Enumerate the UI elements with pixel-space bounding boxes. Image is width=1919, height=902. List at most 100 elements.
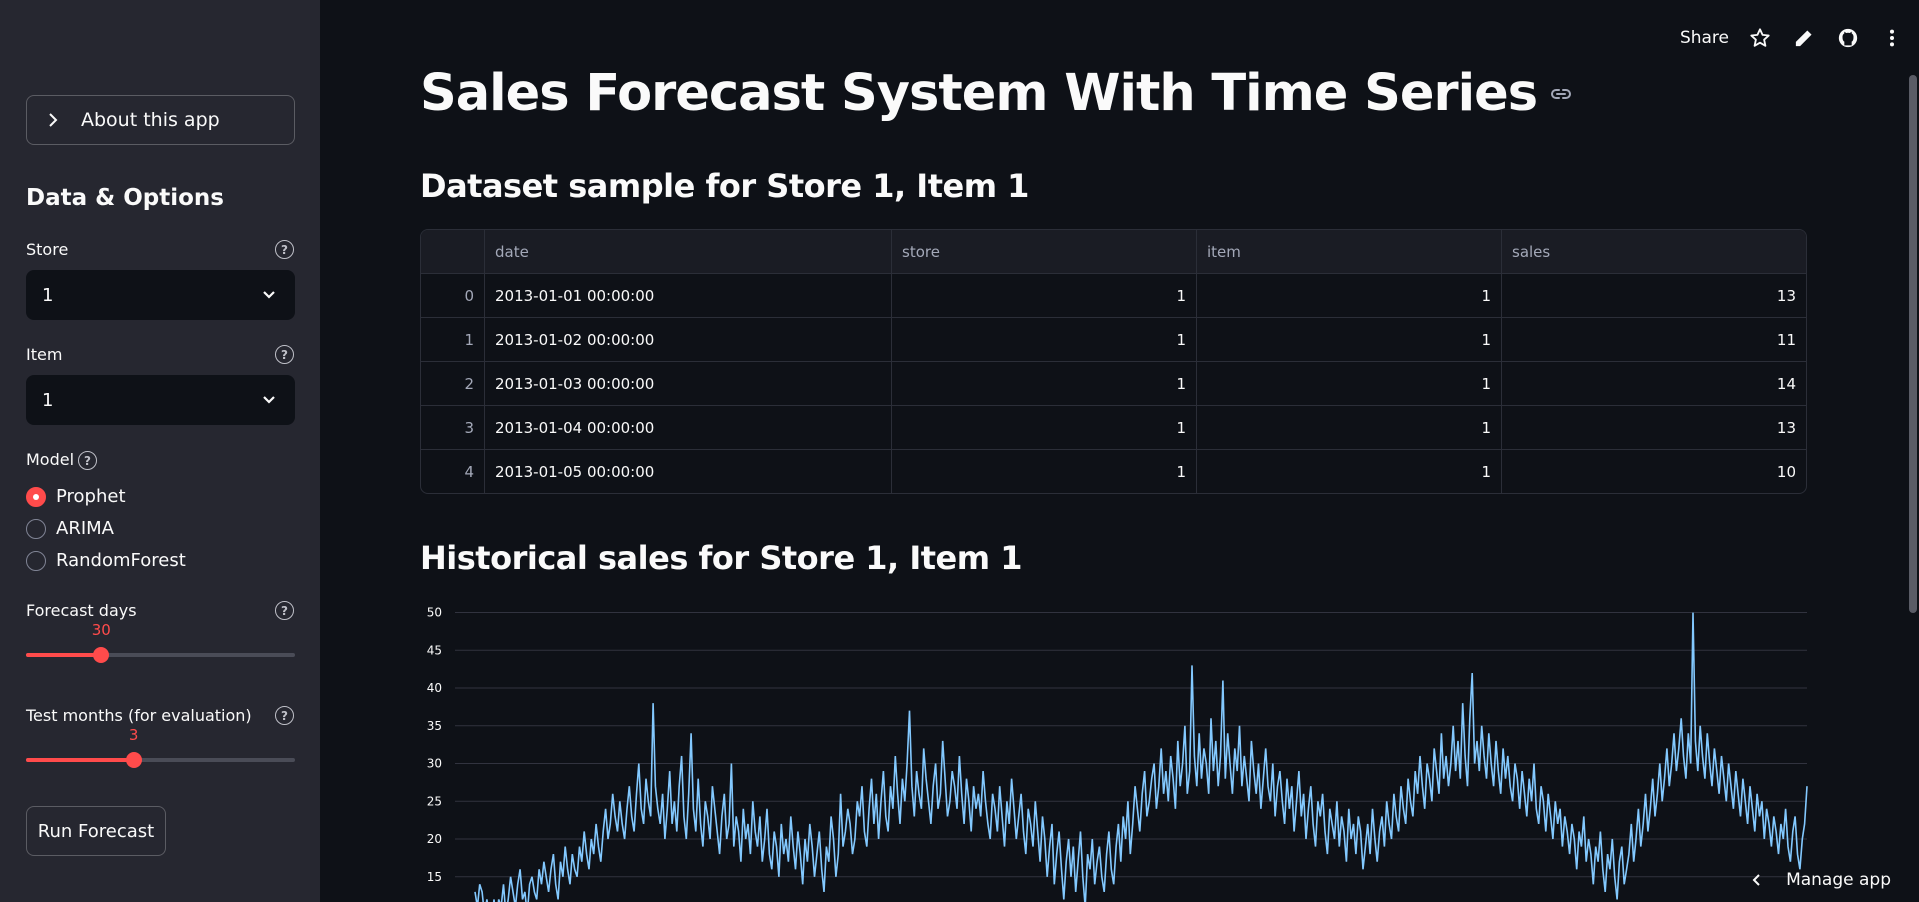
slider-track bbox=[26, 653, 295, 657]
slider-thumb[interactable] bbox=[125, 752, 142, 768]
about-app-expander[interactable]: About this app bbox=[26, 95, 295, 145]
radio-label: ARIMA bbox=[56, 518, 114, 539]
column-header[interactable]: store bbox=[892, 230, 1197, 273]
table-cell[interactable]: 1 bbox=[892, 274, 1197, 317]
table-row: 4 2013-01-05 00:00:00 1 1 10 bbox=[421, 450, 1806, 493]
slider-thumb[interactable] bbox=[93, 647, 110, 663]
row-index: 4 bbox=[421, 450, 485, 493]
y-tick-label: 20 bbox=[427, 832, 442, 846]
row-index: 2 bbox=[421, 362, 485, 405]
share-button[interactable]: Share bbox=[1679, 28, 1729, 48]
page-title-row: Sales Forecast System With Time Series bbox=[420, 64, 1573, 123]
item-help-icon[interactable]: ? bbox=[275, 345, 294, 364]
y-tick-label: 50 bbox=[427, 606, 442, 620]
table-row: 0 2013-01-01 00:00:00 1 1 13 bbox=[421, 274, 1806, 318]
table-cell[interactable]: 13 bbox=[1776, 418, 1796, 437]
table-cell[interactable]: 2013-01-05 00:00:00 bbox=[485, 450, 892, 493]
table-cell[interactable]: 11 bbox=[1776, 330, 1796, 349]
table-cell[interactable]: 1 bbox=[1197, 274, 1502, 317]
item-select[interactable]: 1 bbox=[26, 375, 295, 425]
header-toolbar: Share bbox=[1680, 24, 1905, 52]
column-header[interactable]: item bbox=[1197, 230, 1502, 273]
item-select-value: 1 bbox=[42, 389, 54, 411]
store-label: Store bbox=[26, 240, 69, 259]
table-row: 2 2013-01-03 00:00:00 1 1 14 bbox=[421, 362, 1806, 406]
table-cell[interactable]: 1 bbox=[892, 450, 1197, 493]
dataset-heading: Dataset sample for Store 1, Item 1 bbox=[420, 167, 1029, 205]
chevron-left-icon bbox=[1752, 874, 1760, 886]
star-icon[interactable] bbox=[1747, 25, 1773, 51]
table-cell[interactable]: 13 bbox=[1776, 286, 1796, 305]
table-cell[interactable]: 1 bbox=[892, 362, 1197, 405]
scrollbar[interactable] bbox=[1909, 75, 1917, 613]
y-tick-label: 25 bbox=[427, 794, 442, 808]
chevron-right-icon bbox=[49, 113, 58, 127]
model-label: Model bbox=[26, 450, 75, 469]
slider-value: 3 bbox=[128, 726, 139, 744]
table-header-row: date store item sales bbox=[421, 230, 1806, 274]
table-cell[interactable]: 2013-01-04 00:00:00 bbox=[485, 406, 892, 449]
table-cell[interactable]: 10 bbox=[1776, 463, 1796, 481]
radio-arima[interactable]: ARIMA bbox=[26, 518, 114, 539]
sidebar-section-title: Data & Options bbox=[26, 185, 224, 211]
forecast-days-slider[interactable]: 30 bbox=[26, 621, 295, 667]
table-cell[interactable]: 1 bbox=[892, 406, 1197, 449]
pencil-icon[interactable] bbox=[1791, 25, 1817, 51]
table-row: 1 2013-01-02 00:00:00 1 1 11 bbox=[421, 318, 1806, 362]
radio-dot bbox=[26, 550, 46, 571]
table-cell[interactable]: 2013-01-02 00:00:00 bbox=[485, 318, 892, 361]
table-cell[interactable]: 1 bbox=[892, 318, 1197, 361]
table-cell[interactable]: 1 bbox=[1197, 406, 1502, 449]
forecast-days-help-icon[interactable]: ? bbox=[275, 601, 294, 620]
history-heading: Historical sales for Store 1, Item 1 bbox=[420, 539, 1023, 577]
dataset-table[interactable]: date store item sales 0 2013-01-01 00:00… bbox=[420, 229, 1807, 494]
test-months-label: Test months (for evaluation) bbox=[26, 706, 252, 725]
historical-sales-chart[interactable]: 15 20 25 30 35 40 45 50 bbox=[420, 595, 1810, 902]
manage-app-button[interactable]: Manage app bbox=[1750, 870, 1891, 890]
github-icon[interactable] bbox=[1835, 25, 1861, 51]
store-select[interactable]: 1 bbox=[26, 270, 295, 320]
y-tick-label: 40 bbox=[427, 681, 442, 695]
radio-label: RandomForest bbox=[56, 550, 186, 571]
index-header bbox=[421, 230, 485, 273]
chevron-down-icon bbox=[263, 291, 275, 299]
row-index: 3 bbox=[421, 406, 485, 449]
slider-track bbox=[26, 758, 295, 762]
radio-dot bbox=[26, 518, 46, 539]
radio-prophet[interactable]: Prophet bbox=[26, 486, 126, 507]
table-cell[interactable]: 2013-01-01 00:00:00 bbox=[485, 274, 892, 317]
slider-value: 30 bbox=[91, 621, 111, 639]
run-forecast-button[interactable]: Run Forecast bbox=[26, 806, 166, 856]
more-vertical-icon[interactable] bbox=[1879, 25, 1905, 51]
slider-fill bbox=[26, 653, 102, 657]
row-index: 1 bbox=[421, 318, 485, 361]
radio-label: Prophet bbox=[56, 486, 126, 507]
test-months-help-icon[interactable]: ? bbox=[275, 706, 294, 725]
about-app-label: About this app bbox=[81, 109, 220, 131]
table-cell[interactable]: 1 bbox=[1197, 362, 1502, 405]
column-header[interactable]: sales bbox=[1512, 242, 1551, 261]
chevron-down-icon bbox=[263, 396, 275, 404]
y-tick-label: 35 bbox=[427, 719, 442, 733]
row-index: 0 bbox=[421, 274, 485, 317]
slider-fill bbox=[26, 758, 134, 762]
forecast-days-label: Forecast days bbox=[26, 601, 137, 620]
sales-series-line[interactable] bbox=[474, 612, 1808, 902]
store-help-icon[interactable]: ? bbox=[275, 240, 294, 259]
radio-dot bbox=[26, 486, 46, 507]
link-icon[interactable] bbox=[1549, 82, 1573, 106]
test-months-slider[interactable]: 3 bbox=[26, 726, 295, 772]
table-cell[interactable]: 1 bbox=[1197, 450, 1502, 493]
model-help-icon[interactable]: ? bbox=[78, 451, 97, 470]
table-cell[interactable]: 1 bbox=[1197, 318, 1502, 361]
column-header[interactable]: date bbox=[485, 230, 892, 273]
y-tick-label: 30 bbox=[427, 757, 442, 771]
store-select-value: 1 bbox=[42, 284, 54, 306]
item-label: Item bbox=[26, 345, 63, 364]
sidebar: About this app Data & Options Store ? 1 … bbox=[0, 0, 320, 902]
manage-app-label: Manage app bbox=[1786, 870, 1891, 890]
page-title: Sales Forecast System With Time Series bbox=[420, 64, 1538, 123]
radio-randomforest[interactable]: RandomForest bbox=[26, 550, 186, 571]
table-cell[interactable]: 14 bbox=[1776, 374, 1796, 393]
table-cell[interactable]: 2013-01-03 00:00:00 bbox=[485, 362, 892, 405]
